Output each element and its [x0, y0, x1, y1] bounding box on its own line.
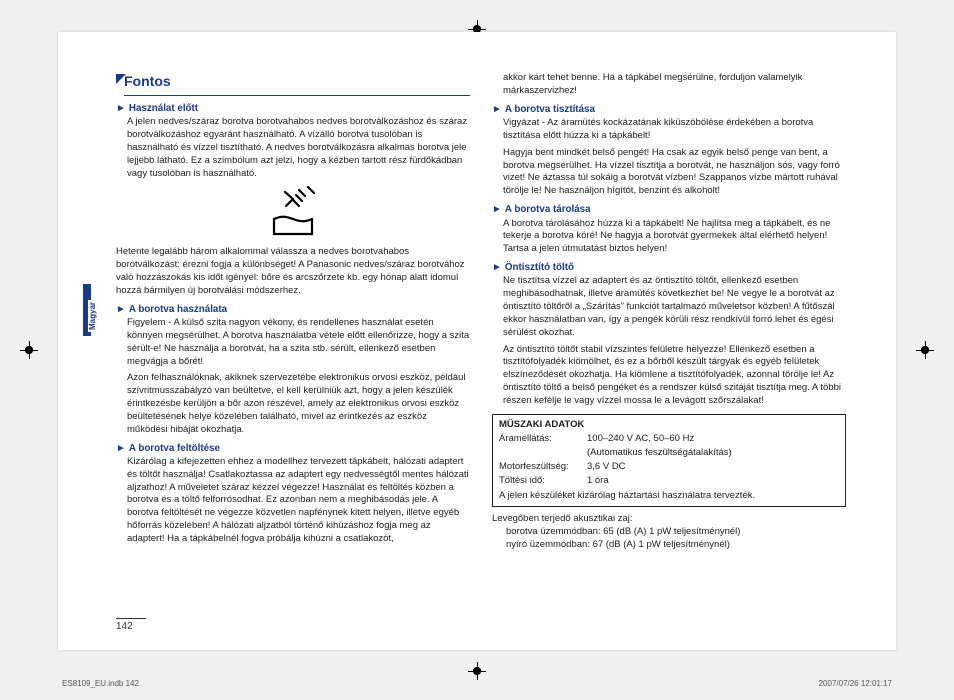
specs-key: Motorfeszültség:: [499, 461, 587, 474]
crop-mark-right: [916, 341, 934, 359]
paragraph: Hetente legalább három alkalommal válass…: [116, 246, 470, 297]
specs-key: Áramellátás:: [499, 433, 587, 446]
sub-label: A borotva tárolása: [505, 203, 591, 216]
page-number: 142: [116, 618, 146, 632]
shower-icon: [263, 186, 323, 238]
sub-storing-shaver: ► A borotva tárolása: [492, 203, 846, 217]
sub-self-cleaning-charger: ► Öntisztító töltő: [492, 261, 846, 275]
paragraph: Az öntisztító töltőt stabil vízszintes f…: [503, 344, 846, 408]
sub-using-shaver: ► A borotva használata: [116, 303, 470, 317]
heading-text: Fontos: [124, 72, 470, 96]
arrow-icon: ►: [492, 103, 502, 117]
sub-charging-shaver: ► A borotva feltöltése: [116, 442, 470, 456]
sub-label: Öntisztító töltő: [505, 261, 574, 274]
page: Magyar Fontos ► Használat előtt A jelen …: [58, 32, 896, 650]
column-left: Fontos ► Használat előtt A jelen nedves/…: [116, 72, 470, 625]
paragraph: Kizárólag a kifejezetten ehhez a modellh…: [127, 456, 470, 546]
arrow-icon: ►: [492, 261, 502, 275]
paragraph: Hagyja bent mindkét belső pengét! Ha csa…: [503, 147, 846, 198]
footer-filename: ES8109_EU.indb 142: [62, 679, 139, 688]
sub-label: A borotva használata: [129, 303, 227, 316]
sub-label: Használat előtt: [129, 102, 198, 115]
paragraph: Vigyázat - Az áramütés kockázatának kikü…: [503, 117, 846, 143]
specs-key: Töltési idő:: [499, 475, 587, 488]
arrow-icon: ►: [116, 102, 126, 116]
arrow-icon: ►: [116, 442, 126, 456]
specs-note: A jelen készüléket kizárólag háztartási …: [499, 490, 839, 503]
specs-value: 100–240 V AC, 50–60 Hz: [587, 433, 694, 446]
paragraph-continuation: akkor kárt tehet benne. Ha a tápkábel me…: [503, 72, 846, 98]
specs-row: (Automatikus feszültségátalakítás): [499, 447, 839, 460]
crop-mark-left: [20, 341, 38, 359]
column-right: akkor kárt tehet benne. Ha a tápkábel me…: [492, 72, 846, 625]
specs-row: Töltési idő: 1 óra: [499, 475, 839, 488]
sub-label: A borotva feltöltése: [129, 442, 220, 455]
specs-title: MŰSZAKI ADATOK: [499, 419, 839, 432]
footer-timestamp: 2007/07/26 12:01:17: [819, 679, 892, 688]
crop-mark-bottom: [468, 662, 486, 680]
noise-heading: Levegőben terjedő akusztikai zaj:: [492, 513, 846, 526]
paragraph: A jelen nedves/száraz borotva borotvahab…: [127, 116, 470, 180]
specs-box: MŰSZAKI ADATOK Áramellátás: 100–240 V AC…: [492, 414, 846, 508]
arrow-icon: ►: [492, 203, 502, 217]
noise-line: nyíró üzemmódban: 67 (dB (A) 1 pW teljes…: [506, 539, 846, 552]
arrow-icon: ►: [116, 303, 126, 317]
specs-value: 1 óra: [587, 475, 609, 488]
paragraph: Azon felhasználóknak, akiknek szervezeté…: [127, 372, 470, 436]
specs-key: [499, 447, 587, 460]
specs-value: (Automatikus feszültségátalakítás): [587, 447, 732, 460]
noise-line: borotva üzemmódban: 65 (dB (A) 1 pW telj…: [506, 526, 846, 539]
sub-before-use: ► Használat előtt: [116, 102, 470, 116]
paragraph: Ne tisztítsa vízzel az adaptert és az ön…: [503, 275, 846, 339]
content-columns: Fontos ► Használat előtt A jelen nedves/…: [116, 72, 846, 625]
sub-cleaning-shaver: ► A borotva tisztítása: [492, 103, 846, 117]
sub-label: A borotva tisztítása: [505, 103, 595, 116]
side-language-label: Magyar: [88, 300, 97, 332]
specs-value: 3,6 V DC: [587, 461, 626, 474]
specs-row: Áramellátás: 100–240 V AC, 50–60 Hz: [499, 433, 839, 446]
paragraph: Figyelem - A külső szita nagyon vékony, …: [127, 317, 470, 368]
paragraph: A borotva tárolásához húzza ki a tápkábe…: [503, 218, 846, 256]
specs-row: Motorfeszültség: 3,6 V DC: [499, 461, 839, 474]
noise-block: Levegőben terjedő akusztikai zaj: borotv…: [492, 513, 846, 551]
section-heading: Fontos: [116, 72, 470, 96]
